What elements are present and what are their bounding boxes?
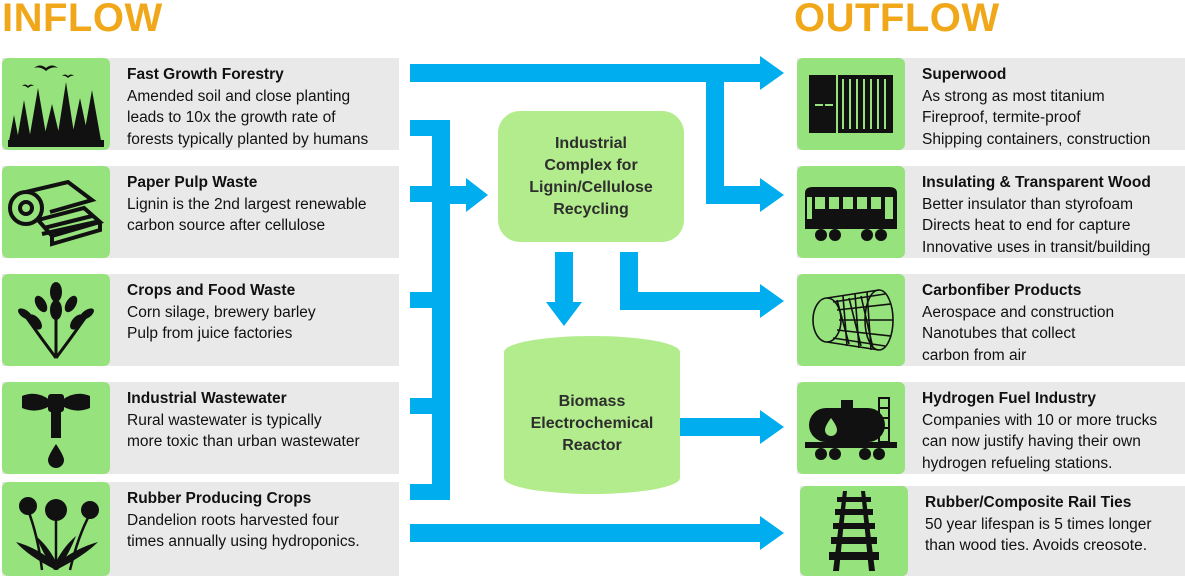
reactor-cylinder xyxy=(504,336,680,494)
inflow-card-rubber: Rubber Producing Crops Dandelion roots h… xyxy=(2,482,399,576)
inflow-line: carbon source after cellulose xyxy=(127,217,326,234)
inflow-line: Pulp from juice factories xyxy=(127,325,293,342)
arrow-branch-insulating xyxy=(706,82,724,194)
reactor-line: Electrochemical xyxy=(530,415,654,432)
outflow-card-superwood: Superwood As strong as most titanium Fir… xyxy=(797,58,1185,150)
wheat-icon xyxy=(2,274,110,366)
outflow-card-insulating-wood: Insulating & Transparent Wood Better ins… xyxy=(797,166,1185,258)
arrow-shaft-carbonfiber xyxy=(620,292,762,310)
water-tap-icon xyxy=(2,382,110,474)
outflow-title: Hydrogen Fuel Industry xyxy=(922,390,1096,407)
inflow-line: Dandelion roots harvested four xyxy=(127,511,339,529)
arrow-head-rail-ties xyxy=(760,516,784,550)
arrow-head-complex xyxy=(466,178,488,212)
outflow-line: Nanotubes that collect xyxy=(922,325,1076,342)
arrow-head-superwood xyxy=(760,56,784,90)
inflow-tick-4 xyxy=(410,398,450,414)
inflow-line: more toxic than urban wastewater xyxy=(127,433,360,450)
complex-line: Industrial xyxy=(554,134,627,152)
outflow-line: Innovative uses in transit/building xyxy=(922,238,1151,256)
outflow-line: Companies with 10 or more trucks xyxy=(922,411,1158,429)
outflow-line: 50 year lifespan is 5 times longer xyxy=(925,515,1152,533)
arrow-shaft-bottom xyxy=(410,524,762,542)
outflow-line: hydrogen refueling stations. xyxy=(922,454,1113,472)
complex-line: Complex for xyxy=(544,156,638,174)
inflow-card-crops: Crops and Food Waste Corn silage, brewer… xyxy=(2,274,399,366)
shipping-container-icon xyxy=(797,58,905,150)
inflow-card-paper-pulp: Paper Pulp Waste Lignin is the 2nd large… xyxy=(2,166,399,258)
inflow-heading: INFLOW xyxy=(2,0,163,40)
outflow-heading: OUTFLOW xyxy=(794,0,1000,40)
outflow-title: Rubber/Composite Rail Ties xyxy=(925,494,1132,511)
arrow-shaft-insulating xyxy=(706,186,762,204)
inflow-line: forests typically planted by humans xyxy=(127,130,369,148)
inflow-title: Crops and Food Waste xyxy=(127,282,296,299)
inflow-title: Fast Growth Forestry xyxy=(127,66,284,83)
paper-roll-icon xyxy=(2,166,110,258)
inflow-line: Lignin is the 2nd largest renewable xyxy=(127,195,367,213)
outflow-line: than wood ties. Avoids creosote. xyxy=(925,537,1148,554)
inflow-line: Rural wastewater is typically xyxy=(127,411,322,429)
outflow-line: Better insulator than styrofoam xyxy=(922,195,1134,213)
inflow-line: Amended soil and close planting xyxy=(127,87,351,105)
arrow-head-reactor xyxy=(546,302,582,326)
inflow-line: Corn silage, brewery barley xyxy=(127,303,316,321)
arrow-shaft-reactor xyxy=(555,252,573,304)
forest-birds-icon xyxy=(2,58,110,150)
arrow-head-hydrogen xyxy=(760,410,784,444)
outflow-title: Superwood xyxy=(922,66,1007,83)
outflow-card-rail-ties: Rubber/Composite Rail Ties 50 year lifes… xyxy=(800,486,1185,576)
outflow-card-carbonfiber: Carbonfiber Products Aerospace and const… xyxy=(797,274,1185,366)
outflow-line: Fireproof, termite-proof xyxy=(922,109,1081,126)
rail-track-icon xyxy=(800,486,908,576)
arrow-shaft-complex xyxy=(450,186,470,204)
outflow-title: Carbonfiber Products xyxy=(922,282,1082,299)
inflow-title: Industrial Wastewater xyxy=(127,390,287,407)
inflow-tick-2 xyxy=(410,186,450,202)
inflow-title: Paper Pulp Waste xyxy=(127,174,258,191)
reactor-line: Reactor xyxy=(562,437,622,454)
inflow-tick-5 xyxy=(410,484,450,500)
reactor-line: Biomass xyxy=(558,393,626,410)
dandelion-icon xyxy=(2,482,110,576)
inflow-tick-1 xyxy=(410,120,450,136)
outflow-line: As strong as most titanium xyxy=(922,87,1105,105)
complex-line: Recycling xyxy=(553,200,629,218)
arrow-shaft-top xyxy=(410,64,762,82)
outflow-line: Aerospace and construction xyxy=(922,303,1115,321)
industrial-complex-node: Industrial Complex for Lignin/Cellulose … xyxy=(498,111,684,242)
inflow-line: times annually using hydroponics. xyxy=(127,533,360,550)
train-car-icon xyxy=(797,166,905,258)
outflow-line: Shipping containers, construction xyxy=(922,130,1151,148)
arrow-head-insulating xyxy=(760,178,784,212)
outflow-line: can now justify having their own xyxy=(922,433,1141,450)
inflow-line: leads to 10x the growth rate of xyxy=(127,109,336,126)
outflow-line: carbon from air xyxy=(922,346,1027,364)
arrow-branch-carbonfiber xyxy=(620,252,638,304)
outflow-card-hydrogen: Hydrogen Fuel Industry Companies with 10… xyxy=(797,382,1185,474)
arrow-shaft-hydrogen xyxy=(680,418,762,436)
inflow-card-forestry: Fast Growth Forestry Amended soil and cl… xyxy=(2,58,399,150)
nanotube-icon xyxy=(797,274,905,366)
complex-line: Lignin/Cellulose xyxy=(529,178,653,196)
biomass-reactor-node: Biomass Electrochemical Reactor xyxy=(504,370,680,478)
inflow-collector xyxy=(432,120,450,500)
inflow-card-wastewater: Industrial Wastewater Rural wastewater i… xyxy=(2,382,399,474)
arrow-head-carbonfiber xyxy=(760,284,784,318)
outflow-line: Directs heat to end for capture xyxy=(922,217,1131,234)
outflow-title: Insulating & Transparent Wood xyxy=(922,174,1151,191)
inflow-title: Rubber Producing Crops xyxy=(127,490,312,507)
inflow-tick-3 xyxy=(410,292,450,308)
tanker-car-icon xyxy=(797,382,905,474)
